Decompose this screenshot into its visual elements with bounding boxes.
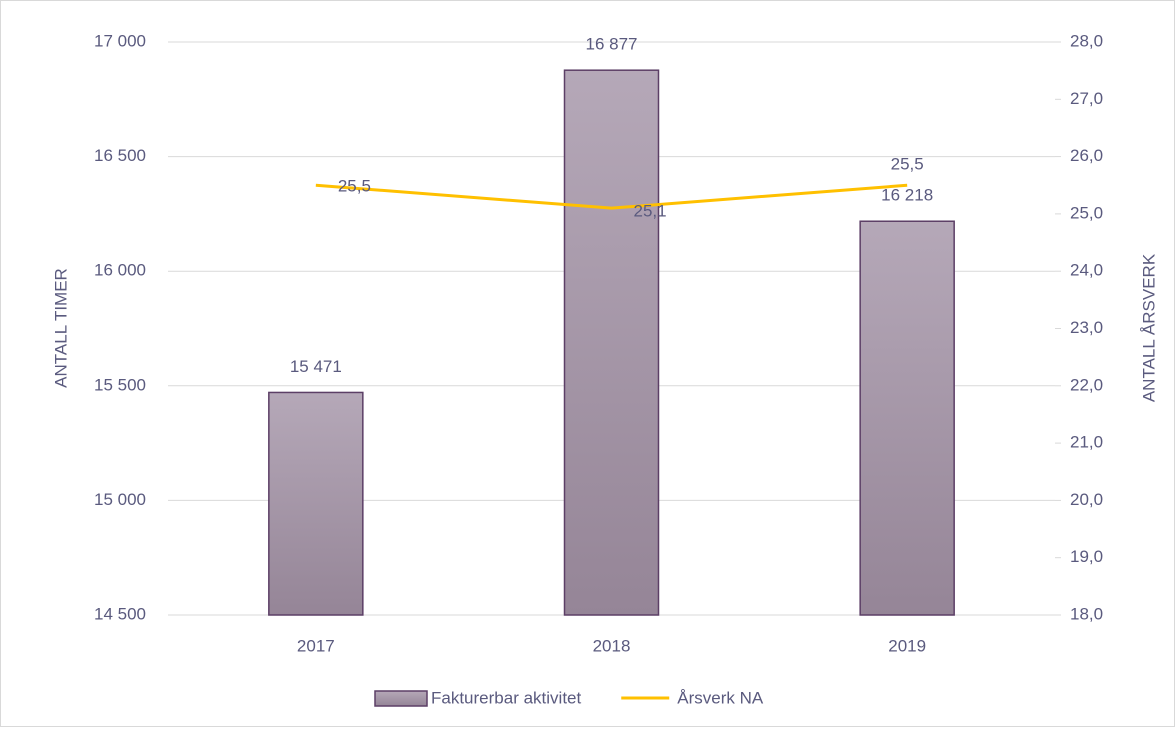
y-tick-label: 14 500 xyxy=(94,604,146,623)
y2-tick-label: 24,0 xyxy=(1070,261,1103,280)
y2-tick-label: 27,0 xyxy=(1070,89,1103,108)
bar xyxy=(859,220,955,616)
y2-tick-label: 25,0 xyxy=(1070,203,1103,222)
y-tick-label: 15 500 xyxy=(94,375,146,394)
x-tick-label: 2019 xyxy=(888,636,926,655)
y2-axis-label: ANTALL ÅRSVERK xyxy=(1139,253,1158,402)
line xyxy=(315,183,908,210)
y-tick-label: 17 000 xyxy=(94,31,146,50)
y2-tick-label: 21,0 xyxy=(1070,433,1103,452)
y-axis-label: ANTALL TIMER xyxy=(51,268,70,388)
bar xyxy=(563,69,660,616)
x-tick-label: 2017 xyxy=(297,636,335,655)
y2-tick-label: 19,0 xyxy=(1070,547,1103,566)
x-tick-label: 2018 xyxy=(593,636,631,655)
y-tick-label: 16 000 xyxy=(94,261,146,280)
y2-tick-label: 18,0 xyxy=(1070,604,1103,623)
bar xyxy=(268,391,364,616)
y2-tick-label: 20,0 xyxy=(1070,490,1103,509)
y2-tick-label: 26,0 xyxy=(1070,146,1103,165)
legend-swatch xyxy=(374,690,428,707)
data-label: 25,5 xyxy=(891,155,924,174)
data-label: 16 218 xyxy=(881,186,933,205)
legend-label: Fakturerbar aktivitet xyxy=(431,688,581,707)
data-label: 25,5 xyxy=(338,177,371,196)
y2-tick-label: 23,0 xyxy=(1070,318,1103,337)
data-label: 25,1 xyxy=(634,202,667,221)
y-tick-label: 16 500 xyxy=(94,146,146,165)
legend-label: Årsverk NA xyxy=(677,688,764,707)
y2-tick-label: 22,0 xyxy=(1070,375,1103,394)
y2-tick-label: 28,0 xyxy=(1070,31,1103,50)
data-label: 15 471 xyxy=(290,357,342,376)
data-label: 16 877 xyxy=(586,35,638,54)
y-tick-label: 15 000 xyxy=(94,490,146,509)
